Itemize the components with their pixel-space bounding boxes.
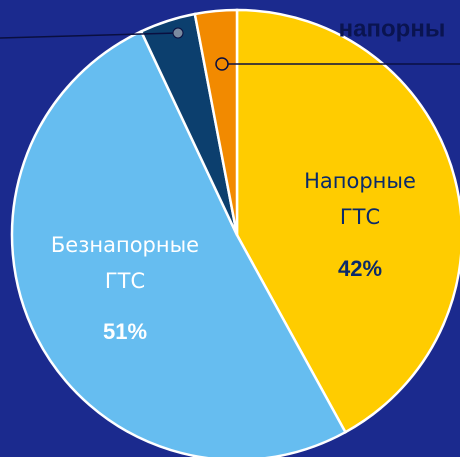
annotation: напорны xyxy=(339,15,446,42)
pie-slice xyxy=(10,29,348,457)
value-label: 51% xyxy=(103,319,147,344)
value-label: 42% xyxy=(338,256,382,281)
leader-dot xyxy=(215,57,229,71)
slice-label: Напорные ГТС xyxy=(304,169,416,229)
leader-dot xyxy=(172,27,184,39)
slice-label: Безнапорные ГТС xyxy=(51,233,199,293)
pie-slice xyxy=(235,8,460,434)
leader-line xyxy=(0,32,179,39)
pie xyxy=(10,8,460,457)
